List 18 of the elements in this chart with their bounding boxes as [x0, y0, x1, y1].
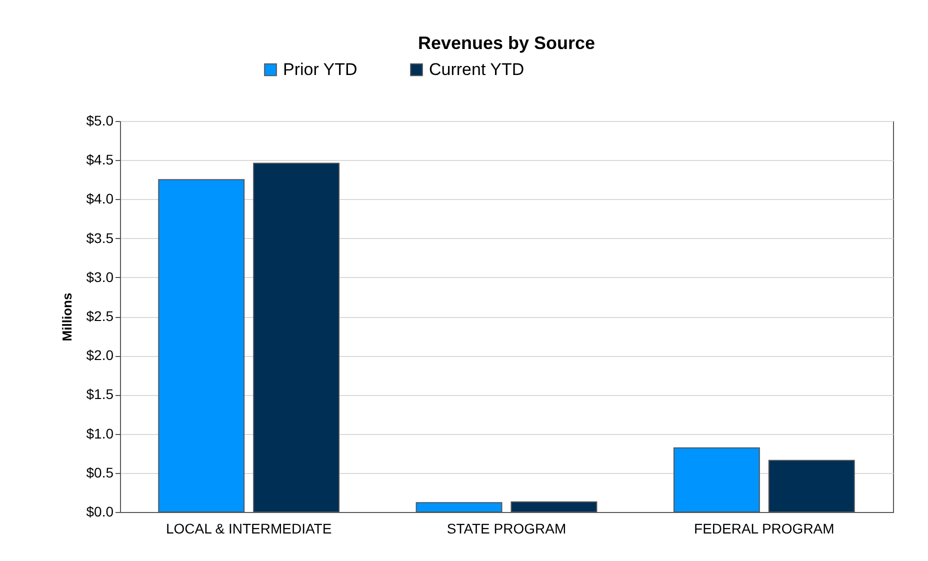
y-tick-label: $1.0 — [86, 425, 114, 442]
y-tick-label: $3.0 — [86, 268, 114, 285]
y-tick-label: $3.5 — [86, 230, 114, 246]
y-tick-label: $5.0 — [86, 112, 114, 128]
y-tick-label: $0.5 — [86, 464, 114, 480]
y-axis-title: Millions — [59, 292, 74, 342]
y-tick-label: $2.0 — [86, 347, 114, 364]
y-tick-label: $0.0 — [86, 504, 114, 520]
y-tick-label: $1.5 — [86, 386, 114, 402]
x-tick-label: STATE PROGRAM — [446, 520, 566, 536]
y-tick-label: $4.0 — [86, 190, 114, 207]
x-tick-label: FEDERAL PROGRAM — [694, 520, 834, 536]
y-tick-label: $2.5 — [86, 308, 114, 324]
x-tick-label: LOCAL & INTERMEDIATE — [166, 520, 332, 536]
chart-title: Revenues by Source — [418, 33, 596, 53]
legend-label: Prior YTD — [283, 60, 358, 79]
y-tick-label: $4.5 — [86, 152, 114, 168]
legend-label: Current YTD — [429, 60, 524, 79]
